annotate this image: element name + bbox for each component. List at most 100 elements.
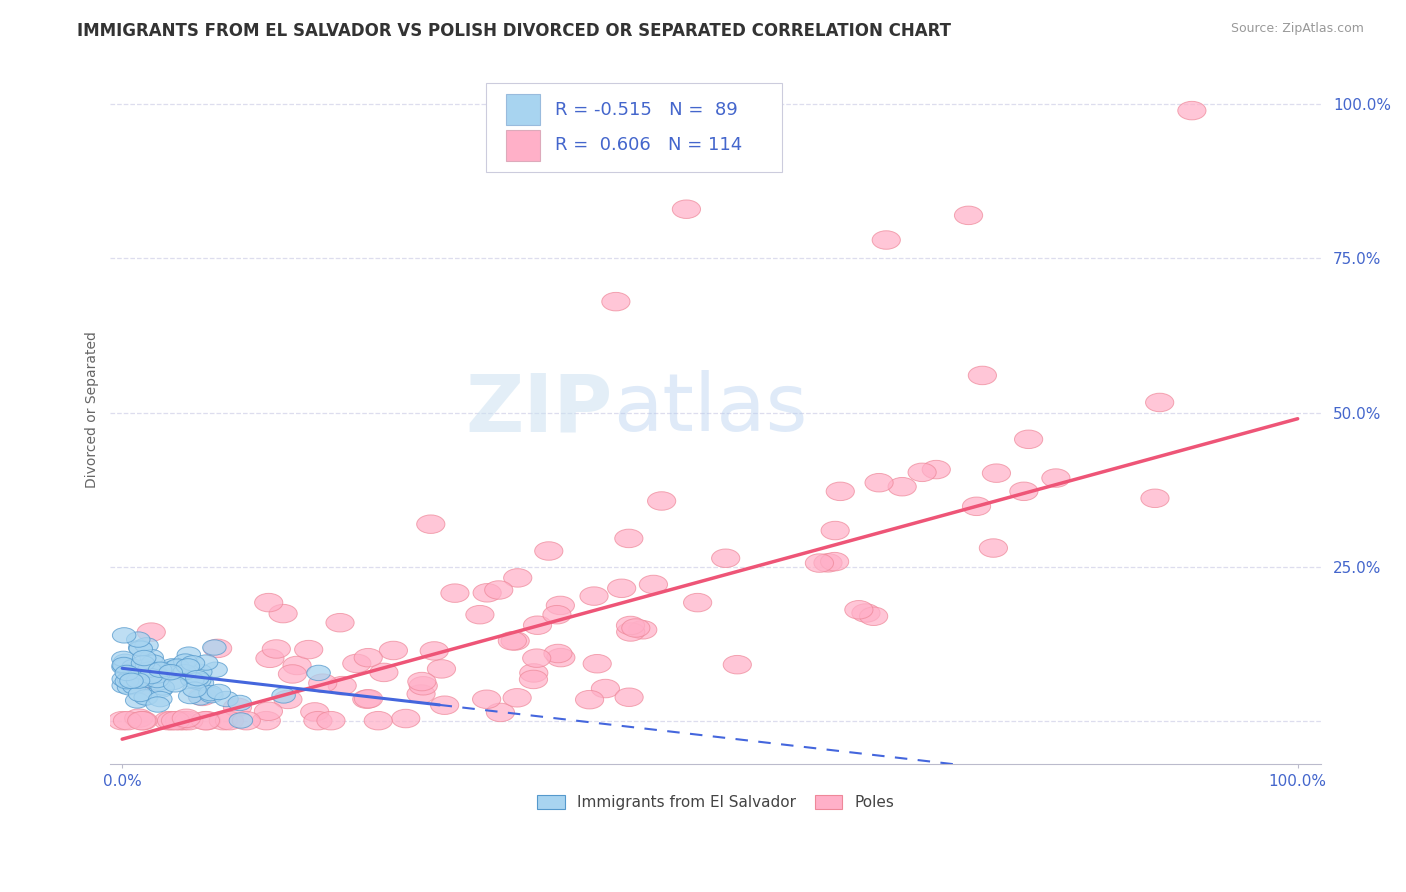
- Ellipse shape: [416, 515, 444, 533]
- Ellipse shape: [583, 655, 612, 673]
- Ellipse shape: [146, 697, 170, 712]
- Ellipse shape: [150, 680, 174, 695]
- Ellipse shape: [430, 696, 458, 714]
- Ellipse shape: [519, 670, 547, 689]
- Ellipse shape: [181, 656, 205, 671]
- Ellipse shape: [1042, 469, 1070, 487]
- Ellipse shape: [179, 689, 202, 704]
- Ellipse shape: [186, 671, 209, 686]
- Ellipse shape: [963, 497, 991, 516]
- Ellipse shape: [672, 200, 700, 219]
- Ellipse shape: [128, 686, 152, 702]
- Ellipse shape: [204, 662, 228, 677]
- Ellipse shape: [160, 658, 184, 674]
- Ellipse shape: [520, 664, 548, 682]
- Ellipse shape: [309, 674, 337, 692]
- Ellipse shape: [115, 673, 139, 689]
- Ellipse shape: [135, 638, 159, 653]
- Ellipse shape: [307, 665, 330, 681]
- Ellipse shape: [215, 712, 243, 730]
- Ellipse shape: [380, 641, 408, 660]
- Ellipse shape: [146, 668, 170, 683]
- Text: IMMIGRANTS FROM EL SALVADOR VS POLISH DIVORCED OR SEPARATED CORRELATION CHART: IMMIGRANTS FROM EL SALVADOR VS POLISH DI…: [77, 22, 952, 40]
- Ellipse shape: [132, 675, 160, 694]
- Ellipse shape: [274, 690, 302, 708]
- Ellipse shape: [111, 651, 135, 666]
- Ellipse shape: [614, 688, 643, 706]
- Ellipse shape: [135, 659, 159, 674]
- Ellipse shape: [343, 654, 371, 673]
- Ellipse shape: [129, 671, 152, 686]
- Ellipse shape: [614, 529, 643, 548]
- Ellipse shape: [132, 660, 156, 675]
- Ellipse shape: [136, 666, 159, 681]
- Ellipse shape: [132, 673, 155, 688]
- Ellipse shape: [408, 673, 436, 690]
- Ellipse shape: [683, 593, 711, 612]
- Ellipse shape: [200, 688, 224, 703]
- Ellipse shape: [188, 687, 217, 706]
- Ellipse shape: [616, 616, 644, 635]
- Ellipse shape: [547, 648, 575, 667]
- Ellipse shape: [124, 665, 146, 680]
- Ellipse shape: [328, 676, 356, 695]
- Ellipse shape: [149, 662, 172, 677]
- Ellipse shape: [194, 655, 218, 670]
- Ellipse shape: [162, 712, 190, 730]
- Ellipse shape: [180, 673, 204, 688]
- Ellipse shape: [149, 667, 172, 682]
- Ellipse shape: [983, 464, 1011, 483]
- Ellipse shape: [135, 690, 157, 706]
- Ellipse shape: [142, 655, 165, 670]
- Ellipse shape: [114, 654, 136, 670]
- Ellipse shape: [176, 658, 200, 674]
- Ellipse shape: [498, 632, 526, 650]
- Ellipse shape: [354, 648, 382, 667]
- Ellipse shape: [128, 640, 152, 656]
- Ellipse shape: [269, 605, 297, 623]
- Ellipse shape: [108, 712, 136, 730]
- Ellipse shape: [128, 712, 156, 730]
- Ellipse shape: [149, 682, 173, 698]
- Ellipse shape: [146, 675, 170, 690]
- Ellipse shape: [177, 647, 201, 663]
- Ellipse shape: [353, 690, 381, 708]
- Ellipse shape: [354, 690, 382, 708]
- Ellipse shape: [132, 665, 155, 680]
- Ellipse shape: [364, 712, 392, 730]
- Ellipse shape: [131, 656, 155, 671]
- Ellipse shape: [621, 619, 650, 637]
- FancyBboxPatch shape: [485, 84, 782, 172]
- Ellipse shape: [138, 664, 162, 679]
- Bar: [506, 129, 540, 161]
- Ellipse shape: [170, 712, 198, 730]
- Ellipse shape: [252, 712, 280, 730]
- Ellipse shape: [827, 482, 855, 500]
- Ellipse shape: [138, 662, 162, 677]
- Ellipse shape: [427, 660, 456, 678]
- Legend: Immigrants from El Salvador, Poles: Immigrants from El Salvador, Poles: [531, 789, 900, 816]
- Ellipse shape: [224, 698, 252, 716]
- Ellipse shape: [173, 654, 197, 669]
- Ellipse shape: [1015, 430, 1043, 449]
- Ellipse shape: [865, 474, 893, 492]
- Ellipse shape: [648, 491, 676, 510]
- Ellipse shape: [254, 702, 283, 721]
- Ellipse shape: [640, 575, 668, 594]
- Ellipse shape: [547, 596, 575, 615]
- Ellipse shape: [472, 690, 501, 708]
- Ellipse shape: [485, 581, 513, 599]
- Ellipse shape: [845, 600, 873, 619]
- Ellipse shape: [579, 587, 609, 606]
- Ellipse shape: [814, 554, 842, 572]
- Ellipse shape: [889, 477, 917, 496]
- Ellipse shape: [207, 684, 231, 699]
- Ellipse shape: [134, 690, 157, 705]
- Ellipse shape: [486, 703, 515, 722]
- Ellipse shape: [922, 460, 950, 479]
- Ellipse shape: [112, 678, 135, 693]
- Ellipse shape: [406, 685, 436, 703]
- Ellipse shape: [409, 676, 437, 695]
- Ellipse shape: [232, 712, 260, 730]
- Ellipse shape: [120, 673, 143, 689]
